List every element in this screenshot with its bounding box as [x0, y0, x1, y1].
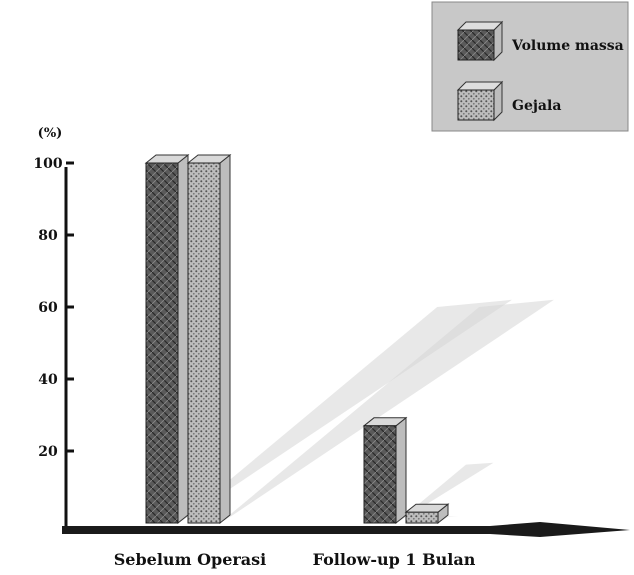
- bar-gejala: [186, 153, 232, 525]
- y-tick-label: 20: [38, 444, 58, 460]
- bar-front-face: [405, 511, 439, 524]
- bar-side-face: [219, 153, 231, 525]
- y-axis-unit-label: (%): [38, 126, 63, 141]
- legend-label: Gejala: [512, 98, 561, 114]
- legend-label: Volume massa: [511, 38, 624, 54]
- category-labels: Sebelum Operasi Follow-up 1 Bulan: [114, 550, 476, 569]
- x-category-label: Follow-up 1 Bulan: [313, 550, 476, 569]
- bar-side-face: [395, 416, 407, 525]
- legend-swatch: [457, 29, 495, 61]
- legend: Volume massa Gejala: [431, 1, 629, 132]
- x-axis-arrow: [62, 522, 630, 537]
- legend-swatch: [457, 89, 495, 121]
- bar-volume-massa: [144, 153, 190, 525]
- bar-front-face: [145, 162, 179, 524]
- bar-front-face: [363, 425, 397, 524]
- bar-side-face: [177, 153, 189, 525]
- legend-entry: Volume massa: [456, 20, 624, 62]
- bar-front-face: [187, 162, 221, 524]
- legend-entry: Gejala: [456, 80, 561, 122]
- y-tick-label: 80: [38, 228, 58, 244]
- y-axis-ticks: 20 40 60 80 100: [33, 156, 74, 460]
- bar-shadow: [220, 299, 554, 523]
- legend-swatch-top: [456, 81, 504, 91]
- bar-volume-massa: [362, 416, 408, 525]
- bar-gejala: [404, 503, 450, 525]
- x-category-label: Sebelum Operasi: [114, 550, 267, 569]
- y-tick-label: 60: [38, 300, 58, 316]
- legend-swatch-top: [456, 21, 504, 31]
- y-tick-label: 40: [38, 372, 58, 388]
- y-tick-label: 100: [33, 156, 62, 172]
- bars: [144, 153, 450, 525]
